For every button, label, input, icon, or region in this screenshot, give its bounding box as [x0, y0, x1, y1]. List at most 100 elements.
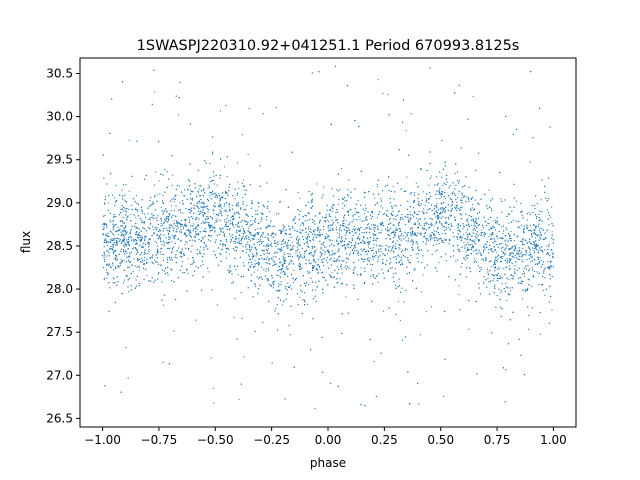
data-point: [467, 197, 469, 199]
data-point: [445, 227, 447, 229]
data-point: [128, 190, 130, 192]
data-point: [513, 256, 515, 258]
data-point: [155, 261, 157, 263]
data-point: [244, 189, 246, 191]
data-point: [405, 130, 407, 132]
data-point: [138, 258, 140, 260]
data-point: [407, 238, 410, 240]
data-point: [293, 218, 295, 220]
data-point: [106, 271, 108, 274]
data-point: [299, 255, 301, 257]
data-point: [137, 203, 140, 205]
data-point: [313, 298, 315, 300]
data-point: [501, 283, 503, 285]
data-point: [212, 205, 215, 207]
data-point: [171, 216, 173, 218]
data-point: [402, 121, 404, 123]
data-point: [168, 363, 170, 365]
data-point: [488, 261, 490, 263]
data-point: [256, 276, 258, 278]
data-point: [248, 255, 250, 257]
data-point: [159, 238, 162, 240]
data-point: [505, 239, 507, 241]
data-point: [443, 208, 446, 210]
data-point: [304, 253, 306, 255]
data-point: [529, 253, 532, 255]
data-point: [462, 228, 464, 230]
data-point: [220, 228, 222, 230]
data-point: [111, 239, 113, 242]
data-point: [357, 254, 359, 256]
data-point: [364, 212, 366, 214]
data-point: [520, 253, 522, 255]
data-point: [107, 264, 110, 266]
data-point: [497, 258, 499, 260]
data-point: [459, 213, 461, 215]
data-point: [377, 259, 379, 261]
data-point: [496, 255, 498, 257]
data-point: [313, 236, 315, 238]
data-point: [345, 219, 347, 221]
data-point: [203, 247, 205, 249]
data-point: [149, 200, 151, 202]
data-point: [121, 225, 123, 227]
data-point: [295, 250, 297, 252]
data-point: [470, 210, 472, 212]
data-point: [253, 265, 255, 267]
data-point: [312, 221, 314, 223]
data-point: [168, 212, 170, 215]
data-point: [154, 195, 156, 197]
data-point: [228, 203, 231, 205]
data-point: [538, 262, 540, 264]
data-point: [242, 262, 244, 264]
data-point: [296, 239, 298, 241]
data-point: [354, 246, 356, 249]
data-point: [471, 219, 473, 221]
data-point: [369, 263, 372, 265]
data-point: [446, 181, 448, 183]
data-point: [324, 246, 326, 248]
data-point: [160, 220, 163, 222]
data-point: [440, 194, 442, 196]
data-point: [551, 249, 553, 252]
data-point: [209, 162, 211, 165]
data-point: [505, 243, 507, 245]
data-point: [395, 256, 397, 258]
data-point: [417, 198, 419, 200]
data-point: [395, 268, 397, 270]
data-point: [348, 210, 350, 212]
data-point: [323, 226, 325, 228]
data-point: [257, 278, 259, 280]
data-point: [376, 202, 378, 205]
data-point: [468, 232, 471, 234]
data-point: [548, 245, 550, 248]
data-point: [357, 227, 359, 229]
data-point: [194, 207, 196, 209]
data-point: [318, 266, 320, 268]
data-point: [218, 212, 220, 214]
data-point: [114, 254, 117, 256]
data-point: [182, 261, 184, 263]
data-point: [290, 285, 292, 287]
data-point: [188, 221, 190, 223]
data-point: [338, 256, 340, 258]
data-point: [152, 229, 154, 231]
data-point: [109, 219, 111, 221]
data-point: [399, 238, 401, 240]
data-point: [424, 267, 426, 269]
data-point: [377, 281, 379, 283]
data-point: [474, 199, 476, 201]
data-point: [257, 213, 259, 216]
data-point: [271, 258, 273, 260]
data-point: [351, 238, 353, 240]
data-point: [258, 240, 260, 242]
data-point: [470, 271, 472, 273]
data-point: [552, 225, 554, 227]
data-point: [353, 225, 355, 228]
data-point: [431, 225, 433, 227]
data-point: [459, 250, 461, 252]
data-point: [526, 219, 529, 221]
data-point: [237, 211, 239, 213]
data-point: [115, 201, 117, 203]
data-point: [107, 232, 109, 234]
